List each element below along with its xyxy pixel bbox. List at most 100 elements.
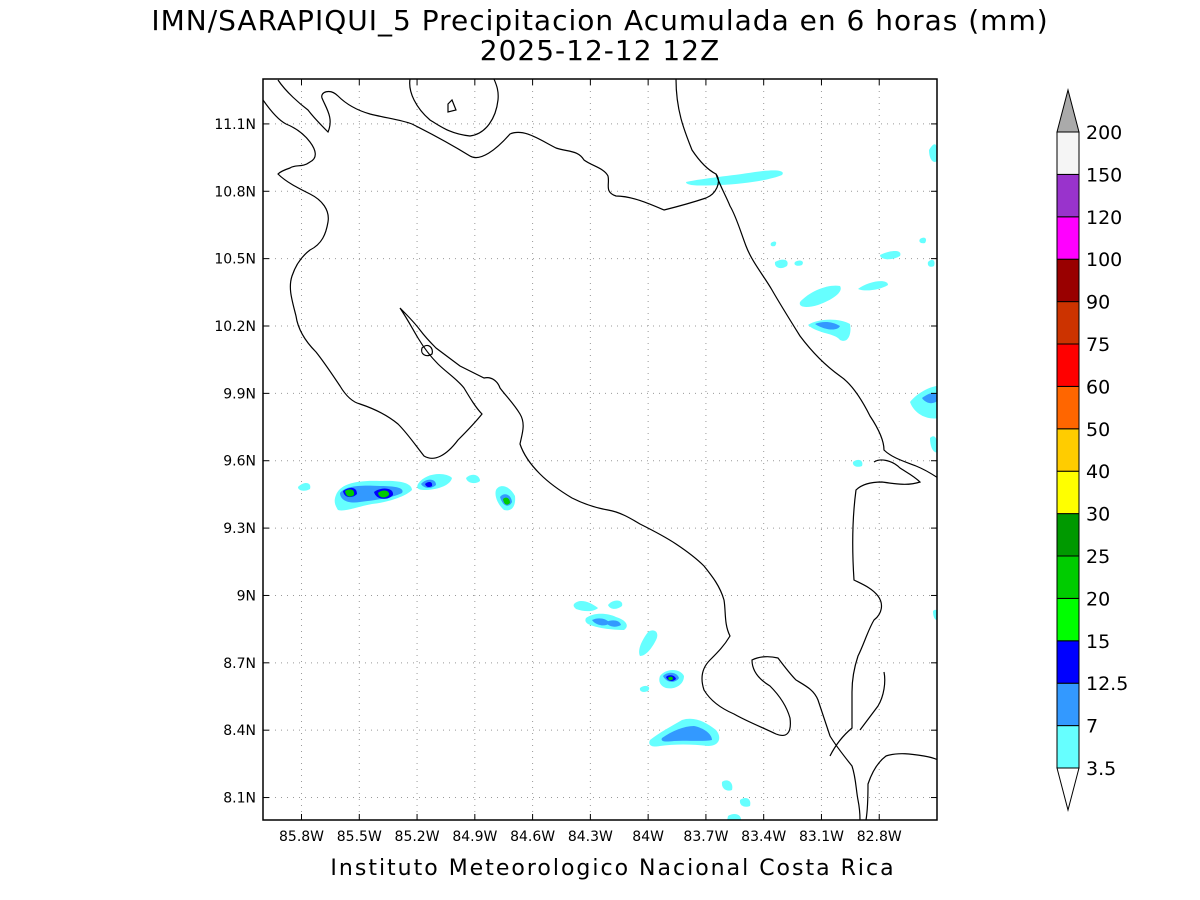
precip-area-light xyxy=(930,436,937,453)
colorbar-level-label: 50 xyxy=(1086,419,1110,441)
footer-credit: Instituto Meteorologico Nacional Costa R… xyxy=(330,856,896,881)
colorbar-swatch xyxy=(1056,173,1080,218)
precip-area-light xyxy=(721,780,733,791)
colorbar-level-label: 60 xyxy=(1086,376,1110,398)
border-panama xyxy=(865,753,937,820)
precip-area-light xyxy=(774,259,788,269)
border-costa-rica-panama xyxy=(829,459,922,757)
precip-area-light xyxy=(573,601,598,612)
precip-area-light xyxy=(686,170,783,186)
colorbar-swatch xyxy=(1056,640,1080,684)
lat-tick-label: 8.1N xyxy=(223,791,256,807)
colorbar-swatch xyxy=(1056,428,1080,472)
lon-tick-label: 84.6W xyxy=(510,829,555,845)
colorbar-level-label: 120 xyxy=(1086,207,1122,229)
colorbar-swatch xyxy=(1056,513,1080,557)
precip-area-light xyxy=(639,685,650,692)
map-axes: 85.8W 85.5W 85.2W 84.9W 84.6W 84.3W 84W 83.7W 83… xyxy=(214,79,937,845)
lat-tick-label: 10.8N xyxy=(214,184,256,200)
precip-area-light xyxy=(739,798,751,807)
colorbar-level-label: 75 xyxy=(1086,334,1110,356)
colorbar-level-label: 100 xyxy=(1086,249,1122,271)
lon-tick-label: 82.8W xyxy=(857,829,902,845)
colorbar-swatch xyxy=(1056,597,1080,642)
precip-area-moderate xyxy=(922,393,937,404)
lat-tick-label: 9.3N xyxy=(223,521,256,537)
precip-area-light xyxy=(929,144,937,162)
colorbar-level-label: 200 xyxy=(1086,122,1122,144)
precip-area-light xyxy=(919,237,927,244)
precip-area-light xyxy=(608,600,623,609)
colorbar-level-label: 20 xyxy=(1086,588,1110,610)
coastline-north-2 xyxy=(409,79,499,137)
colorbar-swatch xyxy=(1056,470,1080,515)
colorbar-level-label: 12.5 xyxy=(1086,673,1128,695)
colorbar-level-label: 90 xyxy=(1086,292,1110,314)
colorbar-underflow-arrow xyxy=(1056,767,1080,812)
map-title: IMN/SARAPIQUI_5 Precipitacion Acumulada … xyxy=(151,4,1049,37)
lon-tick-label: 84.9W xyxy=(452,829,497,845)
precip-area-light xyxy=(639,630,658,656)
lake-island xyxy=(447,98,457,113)
precip-area-light xyxy=(298,483,311,491)
lon-tick-label: 83.4W xyxy=(741,829,786,845)
precip-area-very-heavy xyxy=(503,497,510,505)
precip-area-light xyxy=(933,609,937,621)
lon-tick-label: 83.1W xyxy=(799,829,844,845)
precip-area-very-heavy xyxy=(378,490,390,498)
colorbar-swatch xyxy=(1056,131,1080,175)
map-subtitle-date: 2025-12-12 12Z xyxy=(479,34,721,67)
coastlines xyxy=(263,79,937,820)
colorbar-swatch xyxy=(1056,301,1080,345)
colorbar-swatch xyxy=(1056,725,1080,769)
lon-tick-label: 85.2W xyxy=(395,829,440,845)
lat-tick-label: 9.9N xyxy=(223,386,256,402)
coastline-osa xyxy=(859,671,886,731)
colorbar: 3.5 7 12.5 15 20 25 30 40 50 60 75 90 100 120 150 200 xyxy=(1056,88,1128,812)
colorbar-level-label: 40 xyxy=(1086,461,1110,483)
precip-area-light xyxy=(466,474,480,484)
grid-lines xyxy=(263,79,937,820)
colorbar-level-label: 30 xyxy=(1086,504,1110,526)
map-frame xyxy=(262,78,938,821)
lon-tick-label: 84.3W xyxy=(568,829,613,845)
lon-tick-label: 85.5W xyxy=(337,829,382,845)
lon-tick-label: 84W xyxy=(632,829,664,845)
lon-tick-label: 85.8W xyxy=(279,829,324,845)
coastline-north xyxy=(277,79,719,211)
coastline-caribbean xyxy=(715,173,937,479)
colorbar-level-label: 150 xyxy=(1086,164,1122,186)
colorbar-swatch xyxy=(1056,343,1080,387)
coastline-pacific-west xyxy=(263,99,861,820)
colorbar-swatch xyxy=(1056,216,1080,260)
colorbar-swatch xyxy=(1056,682,1080,727)
colorbar-overflow-arrow xyxy=(1056,88,1080,133)
lat-tick-label: 9N xyxy=(237,588,256,604)
precip-area-moderate xyxy=(815,321,840,330)
colorbar-swatch xyxy=(1056,258,1080,303)
precip-area-moderate xyxy=(661,726,712,742)
precip-area-heavy xyxy=(425,481,433,488)
precip-area-light xyxy=(770,241,777,247)
precip-area-light xyxy=(852,459,863,467)
precip-area-light xyxy=(858,281,888,291)
precip-area-light xyxy=(880,251,901,260)
lat-tick-label: 11.1N xyxy=(214,117,256,133)
lat-tick-label: 10.2N xyxy=(214,319,256,335)
colorbar-swatch xyxy=(1056,385,1080,430)
precip-area-moderate xyxy=(592,618,610,626)
colorbar-swatch xyxy=(1056,555,1080,599)
precip-area-moderate xyxy=(606,620,621,627)
lat-tick-label: 10.5N xyxy=(214,252,256,268)
lake-inner xyxy=(421,344,433,357)
precipitation-field xyxy=(298,144,937,820)
precip-area-light xyxy=(727,813,741,820)
precip-area-very-heavy xyxy=(345,489,355,497)
colorbar-level-label: 25 xyxy=(1086,546,1110,568)
lat-tick-label: 8.4N xyxy=(223,723,256,739)
colorbar-level-label: 15 xyxy=(1086,631,1110,653)
precip-area-light xyxy=(799,285,841,307)
lat-tick-label: 9.6N xyxy=(223,454,256,470)
